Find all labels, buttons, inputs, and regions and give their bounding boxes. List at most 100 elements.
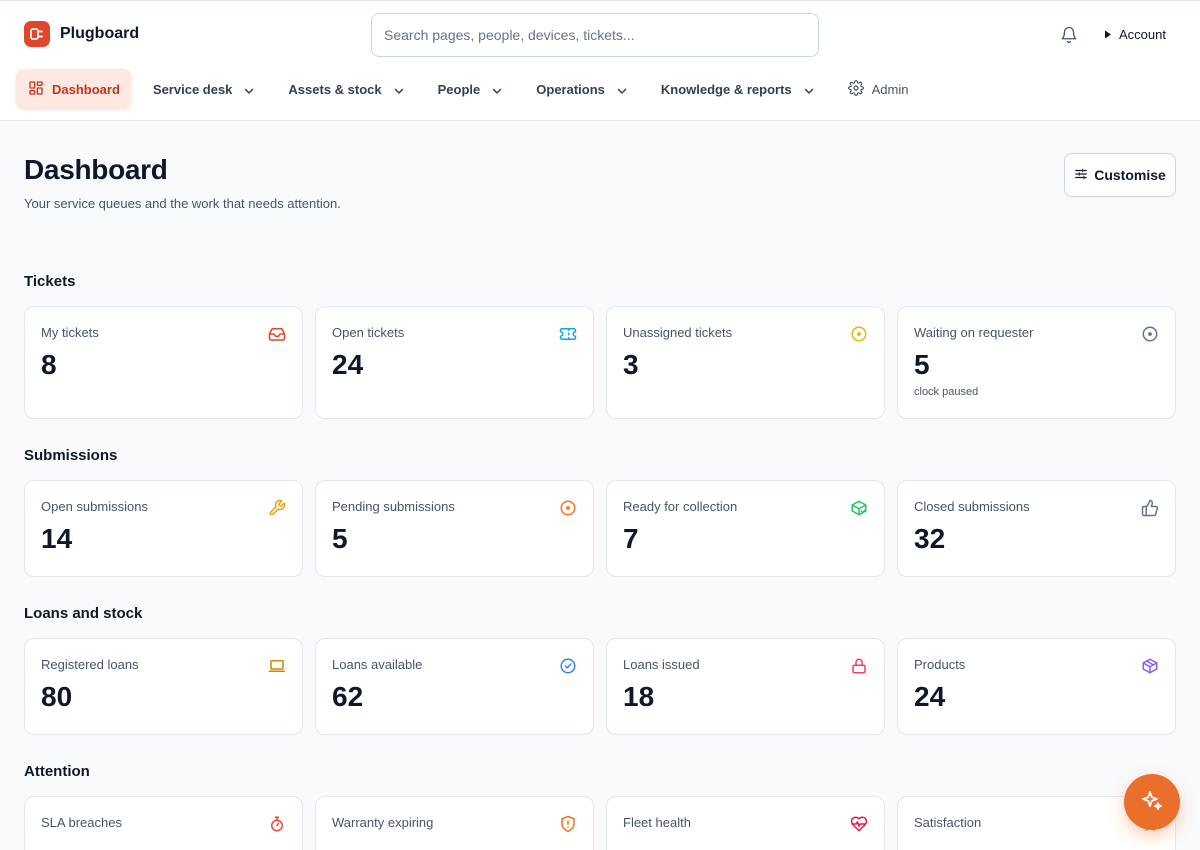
card-value: 62 — [332, 681, 364, 712]
stat-card-unassigned-tickets[interactable]: Unassigned tickets 3 — [606, 306, 885, 419]
search-input[interactable] — [371, 13, 819, 57]
stat-card-waiting-on-requester[interactable]: Waiting on requester 5 clock paused — [897, 306, 1176, 419]
account-label: Account — [1119, 27, 1166, 42]
nav-label: People — [437, 81, 481, 97]
nav-people[interactable]: People — [426, 69, 515, 109]
section-title-submissions: Submissions — [24, 447, 118, 464]
chevron-down-icon — [804, 84, 814, 95]
card-label: Waiting on requester — [914, 325, 1034, 340]
card-value: 8 — [41, 349, 57, 380]
dashboard-grid-icon — [28, 80, 44, 99]
chevron-down-icon — [492, 84, 502, 95]
card-value: 3 — [623, 349, 639, 380]
stat-card-open-tickets[interactable]: Open tickets 24 — [315, 306, 594, 419]
circle-check-icon — [559, 657, 577, 675]
stat-card-fleet-health[interactable]: Fleet health — [606, 796, 885, 850]
card-value: 7 — [623, 523, 639, 554]
laptop-icon — [268, 657, 286, 675]
app-name: Plugboard — [60, 25, 140, 42]
brand[interactable]: Plugboard — [24, 21, 139, 47]
card-note: clock paused — [914, 386, 979, 398]
card-label: Pending submissions — [332, 499, 455, 514]
notifications-bell-icon[interactable] — [1060, 26, 1078, 44]
card-label: Products — [914, 657, 966, 672]
stat-card-products[interactable]: Products 24 — [897, 638, 1176, 735]
nav-label: Admin — [871, 81, 909, 97]
lock-icon — [850, 657, 868, 675]
inbox-icon — [268, 325, 286, 343]
circle-dot-icon — [559, 499, 577, 517]
card-label: Warranty expiring — [332, 815, 434, 830]
card-label: Loans available — [332, 657, 423, 672]
nav-operations[interactable]: Operations — [524, 69, 639, 109]
ai-assistant-button[interactable] — [1124, 774, 1180, 830]
nav-label: Assets & stock — [288, 81, 382, 97]
stat-card-loans-available[interactable]: Loans available 62 — [315, 638, 594, 735]
caret-right-icon — [1104, 27, 1112, 42]
page-subtitle: Your service queues and the work that ne… — [24, 196, 341, 211]
shield-alert-icon — [559, 815, 577, 833]
stat-card-warranty-expiring[interactable]: Warranty expiring — [315, 796, 594, 850]
page-title: Dashboard — [24, 154, 168, 185]
card-label: Closed submissions — [914, 499, 1030, 514]
stat-card-open-submissions[interactable]: Open submissions 14 — [24, 480, 303, 577]
plugboard-logo-icon — [24, 21, 50, 47]
chevron-down-icon — [617, 84, 627, 95]
nav-label: Knowledge & reports — [660, 81, 792, 97]
sparkles-icon — [1140, 789, 1164, 816]
card-value: 5 — [914, 349, 930, 380]
sliders-icon — [1074, 167, 1088, 184]
timer-icon — [268, 815, 286, 833]
chevron-down-icon — [394, 84, 404, 95]
heart-pulse-icon — [850, 815, 868, 833]
thumbs-up-icon — [1141, 499, 1159, 517]
section-title-loans-stock: Loans and stock — [24, 605, 143, 622]
circle-dot-icon — [850, 325, 868, 343]
card-value: 24 — [332, 349, 364, 380]
nav-label: Service desk — [152, 81, 233, 97]
stat-card-pending-submissions[interactable]: Pending submissions 5 — [315, 480, 594, 577]
stat-card-loans-issued[interactable]: Loans issued 18 — [606, 638, 885, 735]
card-label: Registered loans — [41, 657, 139, 672]
section-title-tickets: Tickets — [24, 273, 76, 290]
card-value: 18 — [623, 681, 655, 712]
card-label: Open tickets — [332, 325, 405, 340]
card-label: Ready for collection — [623, 499, 738, 514]
card-value: 5 — [332, 523, 348, 554]
stat-card-registered-loans[interactable]: Registered loans 80 — [24, 638, 303, 735]
customise-button[interactable]: Customise — [1064, 153, 1176, 197]
chevron-down-icon — [244, 84, 254, 95]
wrench-icon — [268, 499, 286, 517]
submissions-cards: Open submissions 14 Pending submissions … — [24, 480, 1176, 577]
card-label: SLA breaches — [41, 815, 122, 830]
stat-card-closed-submissions[interactable]: Closed submissions 32 — [897, 480, 1176, 577]
top-bar: Plugboard Account Dashboard Service desk — [0, 0, 1200, 121]
ticket-icon — [559, 325, 577, 343]
package-check-icon — [850, 499, 868, 517]
nav-label: Dashboard — [52, 81, 120, 97]
box-icon — [1141, 657, 1159, 675]
main-nav: Dashboard Service desk Assets & stock Pe… — [16, 68, 931, 110]
card-label: Satisfaction — [914, 815, 982, 830]
stat-card-my-tickets[interactable]: My tickets 8 — [24, 306, 303, 419]
loans-stock-cards: Registered loans 80 Loans available 62 L… — [24, 638, 1176, 735]
nav-dashboard[interactable]: Dashboard — [16, 69, 131, 109]
customise-label: Customise — [1094, 167, 1166, 183]
card-label: My tickets — [41, 325, 99, 340]
section-title-attention: Attention — [24, 763, 90, 780]
card-label: Unassigned tickets — [623, 325, 733, 340]
stat-card-sla-breaches[interactable]: SLA breaches — [24, 796, 303, 850]
card-value: 24 — [914, 681, 946, 712]
card-label: Loans issued — [623, 657, 700, 672]
attention-cards: SLA breaches Warranty expiring Fleet hea… — [24, 796, 1176, 850]
account-menu[interactable]: Account — [1104, 27, 1166, 42]
card-value: 32 — [914, 523, 946, 554]
nav-assets-stock[interactable]: Assets & stock — [276, 69, 415, 109]
nav-knowledge-reports[interactable]: Knowledge & reports — [649, 69, 826, 109]
nav-admin[interactable]: Admin — [836, 69, 921, 109]
nav-service-desk[interactable]: Service desk — [141, 69, 267, 109]
card-label: Open submissions — [41, 499, 148, 514]
card-label: Fleet health — [623, 815, 691, 830]
stat-card-ready-for-collection[interactable]: Ready for collection 7 — [606, 480, 885, 577]
nav-label: Operations — [536, 81, 605, 97]
